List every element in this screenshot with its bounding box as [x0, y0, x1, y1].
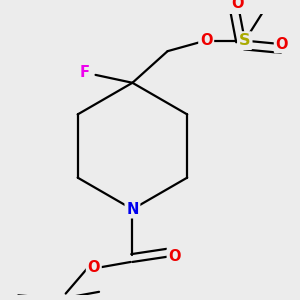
Text: O: O [232, 0, 244, 11]
Text: S: S [239, 33, 250, 48]
Text: O: O [168, 249, 181, 264]
Text: O: O [200, 33, 212, 48]
Text: F: F [80, 65, 90, 80]
Text: O: O [275, 37, 288, 52]
Text: O: O [88, 260, 100, 275]
Text: N: N [126, 202, 139, 217]
